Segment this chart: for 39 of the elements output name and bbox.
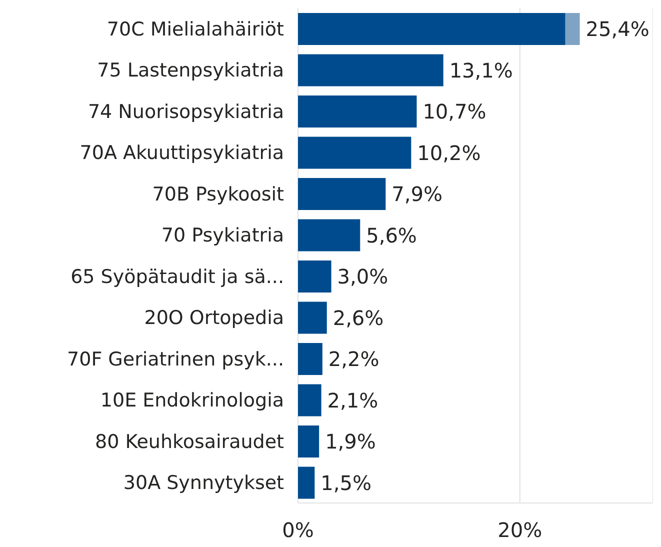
total-label: 2,2% — [328, 347, 380, 371]
bar — [298, 13, 566, 45]
y-tick-label: 70B Psykoosit — [152, 183, 284, 206]
total-label: 13,1% — [449, 58, 513, 82]
bar — [298, 426, 320, 458]
total-label: 2,6% — [332, 306, 384, 330]
y-tick-label: 70F Geriatrinen psyk... — [67, 348, 284, 370]
bar — [298, 54, 444, 86]
y-tick-label: 30A Synnytykset — [123, 472, 284, 494]
x-tick-label: 20% — [498, 518, 542, 542]
total-label: 5,6% — [366, 223, 417, 248]
total-label: 3,0% — [337, 264, 388, 288]
y-tick-label: 74 Nuorisopsykiatria — [88, 100, 284, 123]
bar — [298, 260, 332, 292]
bar — [298, 178, 386, 210]
total-label: 1,9% — [325, 430, 376, 454]
bar — [298, 96, 417, 128]
y-tick-label: 75 Lastenpsykiatria — [97, 60, 284, 82]
total-label: 2,1% — [327, 388, 378, 412]
y-tick-label: 10E Endokrinologia — [100, 390, 284, 412]
y-tick-label: 70 Psykiatria — [161, 224, 284, 247]
y-tick-label: 70C Mielialahäiriöt — [106, 18, 284, 40]
total-label: 1,5% — [320, 470, 372, 495]
total-label: 10,2% — [417, 140, 481, 165]
bar — [298, 466, 315, 499]
y-tick-label: 20O Ortopedia — [144, 307, 284, 330]
bar — [298, 384, 322, 416]
y-tick-label: 65 Syöpätaudit ja sä... — [70, 266, 284, 288]
y-tick-label: 70A Akuuttipsykiatria — [80, 142, 284, 164]
total-label: 7,9% — [392, 182, 442, 206]
bar — [298, 219, 360, 252]
x-tick-label: 0% — [282, 518, 314, 542]
bar — [565, 13, 580, 45]
total-label: 10,7% — [422, 100, 486, 124]
y-tick-label: 80 Keuhkosairaudet — [95, 430, 284, 453]
bar — [298, 302, 327, 334]
bar — [298, 343, 322, 375]
bar — [298, 136, 412, 169]
total-label: 25,4% — [586, 17, 650, 41]
